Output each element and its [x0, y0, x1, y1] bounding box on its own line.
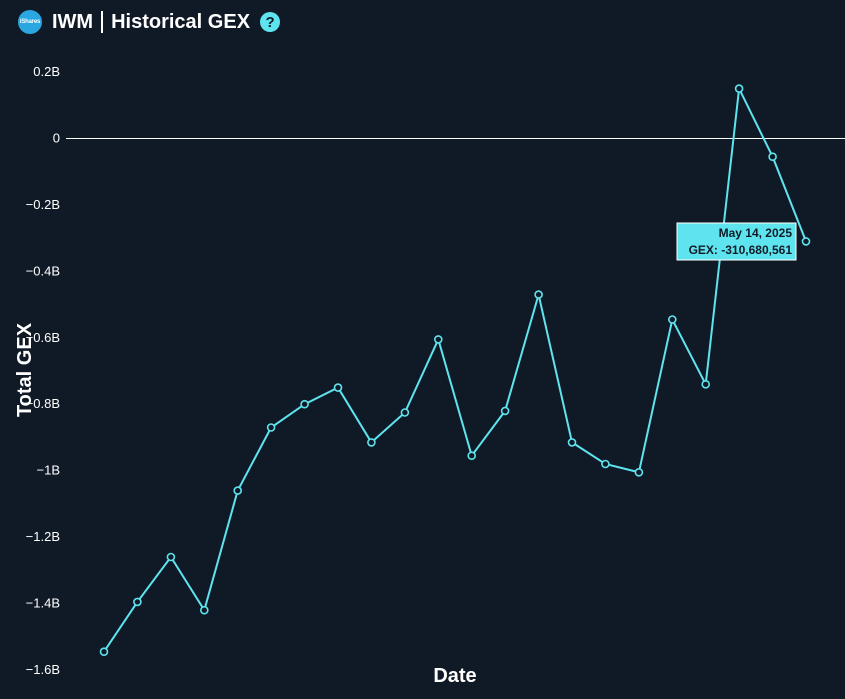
y-tick-label: −1.6B [26, 662, 60, 677]
y-tick-label: −0.8B [26, 396, 60, 411]
y-tick-label: −0.6B [26, 330, 60, 345]
y-tick-label: −1B [37, 463, 61, 478]
data-point[interactable] [567, 438, 577, 447]
data-point[interactable] [701, 379, 711, 389]
data-point[interactable] [601, 459, 610, 469]
header-divider [101, 11, 104, 33]
data-point[interactable] [99, 647, 109, 657]
question-circle-icon[interactable]: ? [260, 12, 281, 32]
data-point[interactable] [500, 406, 510, 416]
hover-tooltip: May 14, 2025 GEX: -310,680,561 [676, 222, 797, 261]
data-point[interactable] [801, 237, 811, 246]
chart-header: iShares IWM Historical GEX ? [18, 8, 281, 36]
data-point[interactable] [400, 408, 410, 417]
tooltip-date: May 14, 2025 [719, 226, 793, 240]
data-point[interactable] [200, 605, 209, 615]
data-point[interactable] [467, 451, 477, 461]
data-point[interactable] [233, 486, 242, 495]
ticker-label: IWM [52, 10, 94, 33]
data-point[interactable] [534, 290, 543, 299]
data-point[interactable] [266, 423, 276, 432]
data-points [99, 84, 811, 657]
chart-title: Historical GEX [111, 10, 251, 33]
x-axis-title: Date [433, 665, 476, 687]
data-point[interactable] [634, 467, 644, 477]
data-point[interactable] [300, 399, 309, 409]
y-axis-title: Total GEX [14, 322, 36, 417]
gex-series-line [103, 85, 807, 653]
data-point[interactable] [333, 383, 343, 392]
data-point[interactable] [667, 315, 677, 324]
data-point[interactable] [768, 152, 777, 161]
data-point[interactable] [734, 84, 744, 93]
data-point[interactable] [433, 335, 443, 344]
y-tick-label: −0.4B [26, 263, 60, 278]
tooltip-box [676, 222, 797, 261]
y-tick-label: −0.2B [26, 197, 60, 212]
data-point[interactable] [166, 552, 176, 562]
data-point[interactable] [367, 438, 376, 447]
y-tick-label: −1.2B [26, 529, 60, 544]
ishares-logo: iShares [18, 10, 42, 34]
tooltip-value: GEX: -310,680,561 [689, 243, 793, 257]
data-point[interactable] [133, 597, 142, 607]
y-axis: 0.2B 0 −0.2B −0.4B −0.6B −0.8B −1B −1.2B −1.4B −1… [26, 64, 60, 677]
y-tick-label: 0.2B [33, 64, 60, 79]
y-tick-label: −1.4B [26, 596, 60, 611]
y-tick-label: 0 [53, 130, 60, 145]
